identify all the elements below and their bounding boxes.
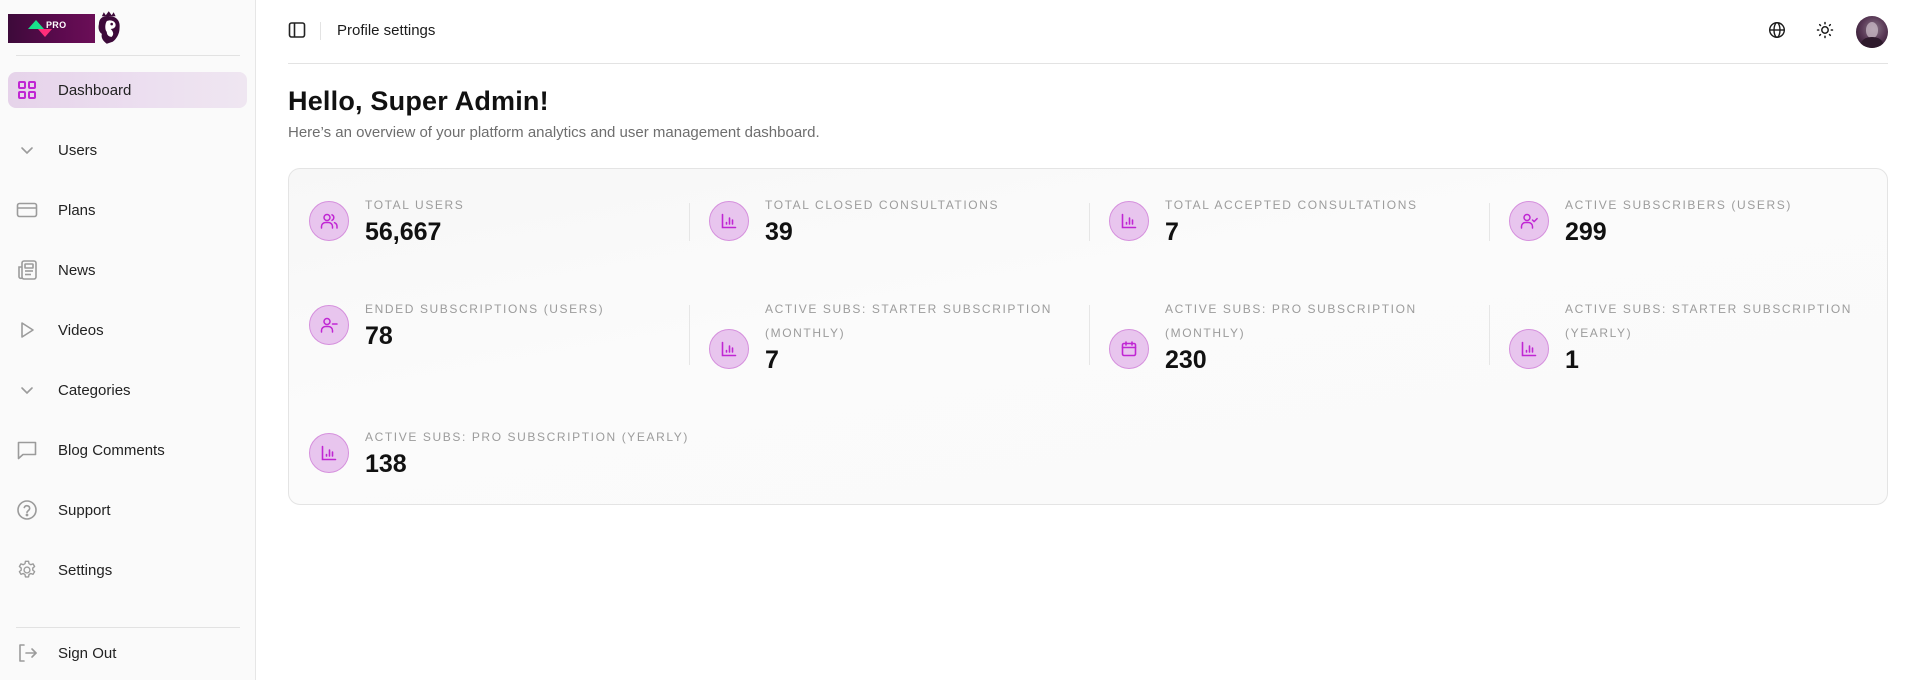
- play-icon: [16, 319, 38, 341]
- column-divider: [689, 305, 690, 365]
- stat-value: 230: [1165, 346, 1207, 374]
- stat-value: 299: [1565, 218, 1607, 246]
- header-separator: [320, 22, 321, 40]
- message-square-icon: [16, 439, 38, 461]
- column-divider: [1089, 203, 1090, 241]
- sun-icon[interactable]: [1816, 21, 1836, 41]
- sidebar-item-label: Blog Comments: [58, 441, 165, 459]
- avatar-face: [1866, 22, 1878, 38]
- sidebar-item-blog-comments[interactable]: Blog Comments: [8, 432, 247, 468]
- column-divider: [1489, 203, 1490, 241]
- sidebar-item-label: Categories: [58, 381, 131, 399]
- stats-card: Total Users 56,667 Total Closed Consulta…: [288, 168, 1888, 505]
- chevron-down-icon: [16, 139, 38, 161]
- sidebar-nav: Dashboard Users Plans News: [8, 72, 247, 612]
- calendar-icon: [1109, 329, 1149, 369]
- brand-logo[interactable]: PRO: [8, 10, 124, 46]
- column-divider: [689, 203, 690, 241]
- stat-value: 7: [765, 346, 779, 374]
- avatar[interactable]: [1856, 16, 1888, 48]
- bar-chart-icon: [709, 201, 749, 241]
- stat-label: Active Subscribers (Users): [1565, 198, 1792, 212]
- sidebar-item-support[interactable]: Support: [8, 492, 247, 528]
- stat-text: Active Subscribers (Users) 299: [1565, 193, 1865, 247]
- bar-chart-icon: [309, 433, 349, 473]
- grid-icon: [16, 79, 38, 101]
- user-minus-icon: [309, 305, 349, 345]
- stat-label: Ended Subscriptions (Users): [365, 302, 605, 316]
- sidebar-item-label: Support: [58, 501, 111, 519]
- stat-text: Active Subs: Pro Subscription (Monthly) …: [1165, 297, 1465, 375]
- stat-value: 78: [365, 322, 393, 350]
- stat-text: Active Subs: Pro Subscription (Yearly) 1…: [365, 425, 705, 479]
- stat-label: Active Subs: Pro Subscription (Yearly): [365, 430, 689, 444]
- stat-label: Total Accepted Consultations: [1165, 198, 1418, 212]
- sidebar-item-label: Dashboard: [58, 81, 132, 99]
- sidebar-item-news[interactable]: News: [8, 252, 247, 288]
- sidebar-item-label: Videos: [58, 321, 104, 339]
- column-divider: [1489, 305, 1490, 365]
- page-subtitle: Here’s an overview of your platform anal…: [288, 124, 820, 141]
- stat-text: Total Users 56,667: [365, 193, 665, 247]
- stat-text: Active Subs: Starter Subscription (Yearl…: [1565, 297, 1865, 375]
- sidebar-item-users[interactable]: Users: [8, 132, 247, 168]
- stat-value: 39: [765, 218, 793, 246]
- stat-value: 1: [1565, 346, 1579, 374]
- newspaper-icon: [16, 259, 38, 281]
- stat-value: 7: [1165, 218, 1179, 246]
- sidebar-item-videos[interactable]: Videos: [8, 312, 247, 348]
- page-title: Hello, Super Admin!: [288, 86, 549, 116]
- lion-crest-icon: [98, 11, 120, 44]
- top-header: Profile settings: [288, 0, 1888, 64]
- sidebar: PRO Dashboard Users: [0, 0, 256, 680]
- stat-text: Total Closed Consultations 39: [765, 193, 1065, 247]
- stat-value: 56,667: [365, 218, 442, 246]
- credit-card-icon: [16, 199, 38, 221]
- chevron-down-icon: [16, 379, 38, 401]
- sign-out-button[interactable]: Sign Out: [8, 635, 247, 671]
- sidebar-item-label: Plans: [58, 201, 96, 219]
- bar-chart-icon: [1509, 329, 1549, 369]
- logo-down-shape: [38, 28, 52, 37]
- stat-text: Ended Subscriptions (Users) 78: [365, 297, 665, 351]
- sidebar-item-settings[interactable]: Settings: [8, 552, 247, 588]
- sidebar-divider: [16, 55, 240, 56]
- sidebar-toggle-icon[interactable]: [288, 21, 308, 41]
- gear-icon: [16, 559, 38, 581]
- breadcrumb[interactable]: Profile settings: [337, 22, 436, 39]
- stat-label: Active Subs: Starter Subscription (Yearl…: [1565, 302, 1853, 340]
- sidebar-divider: [16, 627, 240, 628]
- logo-text: PRO: [46, 19, 67, 30]
- sign-out-container: Sign Out: [8, 635, 247, 671]
- stat-label: Total Closed Consultations: [765, 198, 1000, 212]
- bar-chart-icon: [709, 329, 749, 369]
- log-out-icon: [16, 642, 38, 664]
- globe-icon[interactable]: [1768, 21, 1788, 41]
- stat-value: 138: [365, 450, 407, 478]
- bar-chart-icon: [1109, 201, 1149, 241]
- sidebar-item-label: News: [58, 261, 96, 279]
- column-divider: [1089, 305, 1090, 365]
- user-check-icon: [1509, 201, 1549, 241]
- sign-out-label: Sign Out: [58, 644, 117, 662]
- sidebar-item-dashboard[interactable]: Dashboard: [8, 72, 247, 108]
- sidebar-item-categories[interactable]: Categories: [8, 372, 247, 408]
- help-circle-icon: [16, 499, 38, 521]
- sidebar-item-label: Settings: [58, 561, 113, 579]
- users-icon: [309, 201, 349, 241]
- stat-label: Active Subs: Pro Subscription (Monthly): [1165, 302, 1417, 340]
- stat-label: Total Users: [365, 198, 465, 212]
- sidebar-item-plans[interactable]: Plans: [8, 192, 247, 228]
- stat-label: Active Subs: Starter Subscription (Month…: [765, 302, 1053, 340]
- avatar-body: [1861, 37, 1883, 48]
- logo-up-shape: [28, 19, 44, 29]
- fantasy-pro-logo: PRO: [8, 13, 95, 43]
- sidebar-item-label: Users: [58, 141, 98, 159]
- stat-text: Active Subs: Starter Subscription (Month…: [765, 297, 1065, 375]
- stat-text: Total Accepted Consultations 7: [1165, 193, 1465, 247]
